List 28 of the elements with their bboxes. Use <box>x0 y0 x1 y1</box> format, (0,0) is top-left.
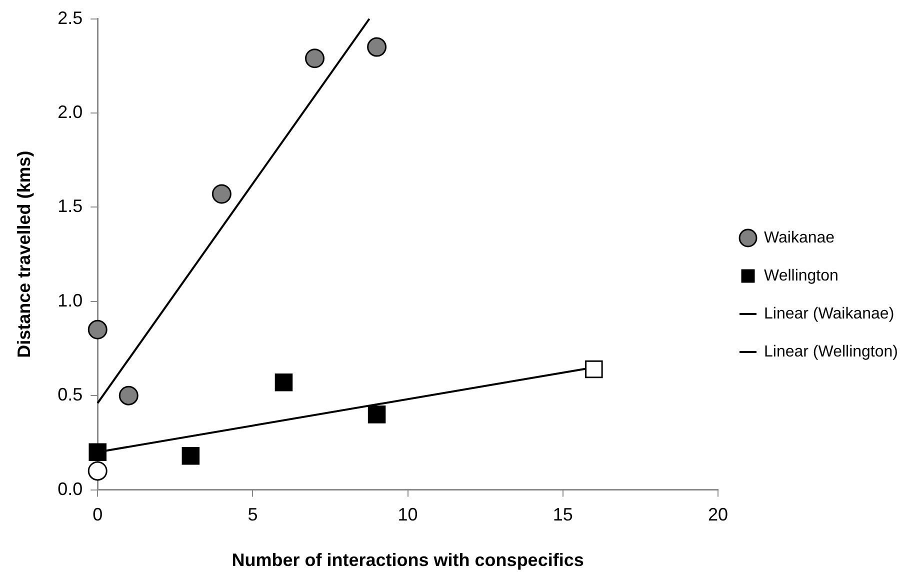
x-tick-label: 15 <box>552 504 573 525</box>
y-tick-label: 2.5 <box>58 8 83 28</box>
x-axis-title: Number of interactions with conspecifics <box>232 550 584 570</box>
legend-label: Waikanae <box>764 229 835 246</box>
point <box>88 443 107 461</box>
legend-label: Linear (Waikanae) <box>764 305 894 322</box>
point <box>367 37 387 57</box>
y-tick-label: 2.0 <box>58 102 83 122</box>
x-tick-label: 10 <box>398 504 418 525</box>
point <box>212 184 232 204</box>
x-tick-label: 20 <box>708 504 728 525</box>
point <box>305 48 325 68</box>
point <box>118 386 138 406</box>
y-tick-label: 1.5 <box>58 196 83 216</box>
y-tick-label: 0.5 <box>58 384 83 405</box>
x-tick-label: 0 <box>92 504 103 525</box>
point <box>88 461 108 481</box>
point <box>368 406 386 424</box>
point <box>585 360 603 378</box>
point <box>182 447 200 465</box>
y-axis-title: Distance travelled (kms) <box>14 150 34 358</box>
point <box>274 374 293 392</box>
y-tick-label: 1.0 <box>58 290 83 310</box>
y-tick-label: 0.0 <box>58 478 83 499</box>
legend-label: Linear (Wellington) <box>764 343 898 360</box>
legend-label: Wellington <box>764 267 838 284</box>
x-tick-label: 5 <box>248 504 258 525</box>
point <box>88 320 108 340</box>
